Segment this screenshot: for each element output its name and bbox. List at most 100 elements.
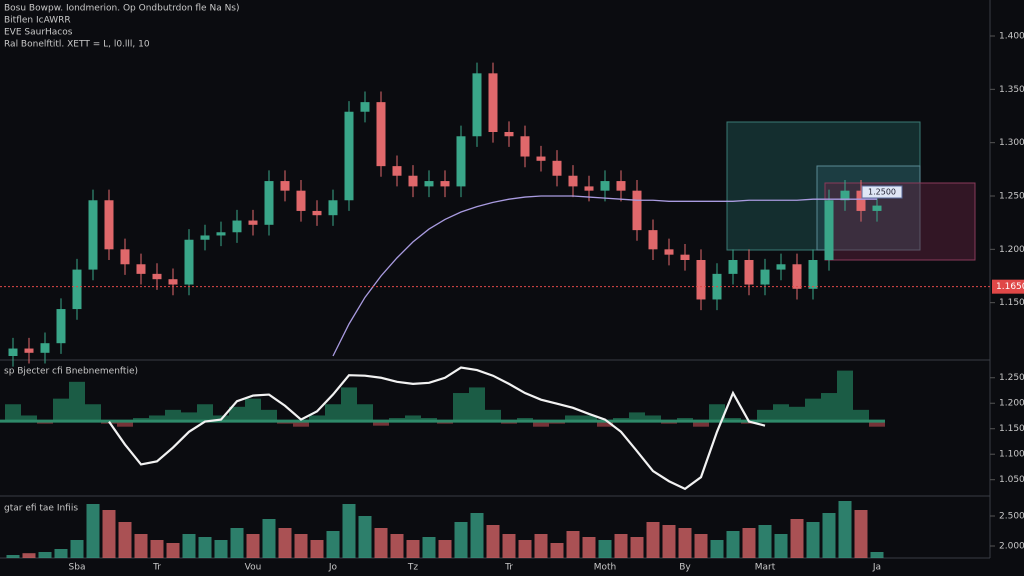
candle-body xyxy=(8,348,18,356)
volume-bar xyxy=(550,543,564,558)
y-tick-label: 1.400 xyxy=(999,32,1024,42)
x-tick-label: Ja xyxy=(872,563,881,573)
candle-body xyxy=(728,260,738,274)
candle-body xyxy=(216,232,226,236)
histogram-bar xyxy=(485,409,501,422)
candle-body xyxy=(840,190,850,201)
candle-body xyxy=(600,181,610,191)
volume-bar xyxy=(470,513,484,558)
histogram-bar xyxy=(389,418,405,422)
histogram-bar xyxy=(149,415,165,422)
histogram-bar xyxy=(309,415,325,422)
volume-bar xyxy=(182,534,196,558)
volume-bar xyxy=(326,531,340,558)
candle-body xyxy=(104,200,114,250)
histogram-bar xyxy=(757,409,773,422)
volume-bar xyxy=(502,534,516,558)
oscillator-line xyxy=(108,366,766,491)
histogram-bar xyxy=(373,421,389,426)
candle-body xyxy=(744,260,754,285)
candle-body xyxy=(568,175,578,187)
histogram-bar xyxy=(245,398,261,422)
volume-bar xyxy=(86,504,100,558)
x-tick-label: Moth xyxy=(594,563,617,573)
histogram-bar xyxy=(533,421,549,427)
volume-bar xyxy=(214,540,228,558)
volume-bar xyxy=(262,519,276,558)
x-tick-label: Tr xyxy=(504,563,513,573)
volume-bar xyxy=(422,537,436,558)
y-tick-label: 1.250 xyxy=(999,192,1024,202)
volume-bar xyxy=(6,555,20,558)
candle-body xyxy=(856,190,866,211)
candle-body xyxy=(456,136,466,187)
volume-bar xyxy=(374,528,388,558)
volume-bar xyxy=(870,552,884,558)
histogram-bar xyxy=(117,421,133,427)
panel-title: sp Bjecter cfi Bnebnemenftie) xyxy=(4,367,138,377)
volume-bar xyxy=(118,522,132,558)
volume-bar xyxy=(614,534,628,558)
candle-body xyxy=(664,249,674,255)
candle-body xyxy=(88,200,98,270)
candle-body xyxy=(232,220,242,233)
volume-bar xyxy=(838,501,852,558)
x-tick-label: Sba xyxy=(69,563,86,573)
candle-body xyxy=(344,111,354,201)
volume-bar xyxy=(454,522,468,558)
volume-bar xyxy=(694,534,708,558)
histogram-bar xyxy=(725,418,741,422)
candle-body xyxy=(152,273,162,280)
panel-title: gtar efi tae Infiis xyxy=(4,504,78,514)
histogram-bar xyxy=(853,409,869,422)
chart-title: Bosu Bowpw. Iondmerion. Op Ondbutrdon fl… xyxy=(4,4,240,14)
candle-body xyxy=(808,260,818,289)
candle-body xyxy=(56,309,66,344)
histogram-bar xyxy=(709,404,725,422)
volume-bar xyxy=(646,522,660,558)
volume-bar xyxy=(662,525,676,558)
histogram-bar xyxy=(197,404,213,422)
volume-bar xyxy=(758,525,772,558)
volume-bar xyxy=(166,543,180,558)
histogram-bar xyxy=(5,404,21,422)
y-tick-label: 1.200 xyxy=(999,245,1024,255)
candle-body xyxy=(40,343,50,353)
volume-bar xyxy=(486,525,500,558)
y-tick-label: 1.050 xyxy=(999,475,1024,485)
volume-bar xyxy=(710,540,724,558)
candle-body xyxy=(776,264,786,270)
candle-body xyxy=(440,181,450,187)
histogram-bar xyxy=(165,409,181,422)
y-tick-label: 2.000 xyxy=(999,542,1024,552)
histogram-bar xyxy=(261,409,277,422)
candle-body xyxy=(520,136,530,157)
x-tick-label: Vou xyxy=(245,563,262,573)
volume-bar xyxy=(70,540,84,558)
y-tick-label: 1.200 xyxy=(999,399,1024,409)
y-tick-label: 2.500 xyxy=(999,512,1024,522)
volume-bar xyxy=(358,516,372,558)
candle-body xyxy=(296,190,306,211)
volume-bar xyxy=(742,528,756,558)
candle-body xyxy=(376,102,386,167)
volume-bar xyxy=(566,531,580,558)
y-tick-label: 1.150 xyxy=(999,424,1024,434)
volume-bar xyxy=(54,549,68,558)
y-tick-label: 1.150 xyxy=(999,298,1024,308)
histogram-bar xyxy=(453,393,469,422)
histogram-bar xyxy=(629,412,645,422)
candle-body xyxy=(312,210,322,216)
histogram-bar xyxy=(837,370,853,422)
info-line: Bitflen IcAWRR xyxy=(4,16,71,26)
candle-body xyxy=(552,160,562,176)
histogram-bar xyxy=(581,415,597,422)
histogram-bar xyxy=(693,421,709,427)
x-tick-label: Tr xyxy=(152,563,161,573)
candle-body xyxy=(504,132,514,137)
volume-bar xyxy=(294,534,308,558)
candle-body xyxy=(472,73,482,137)
